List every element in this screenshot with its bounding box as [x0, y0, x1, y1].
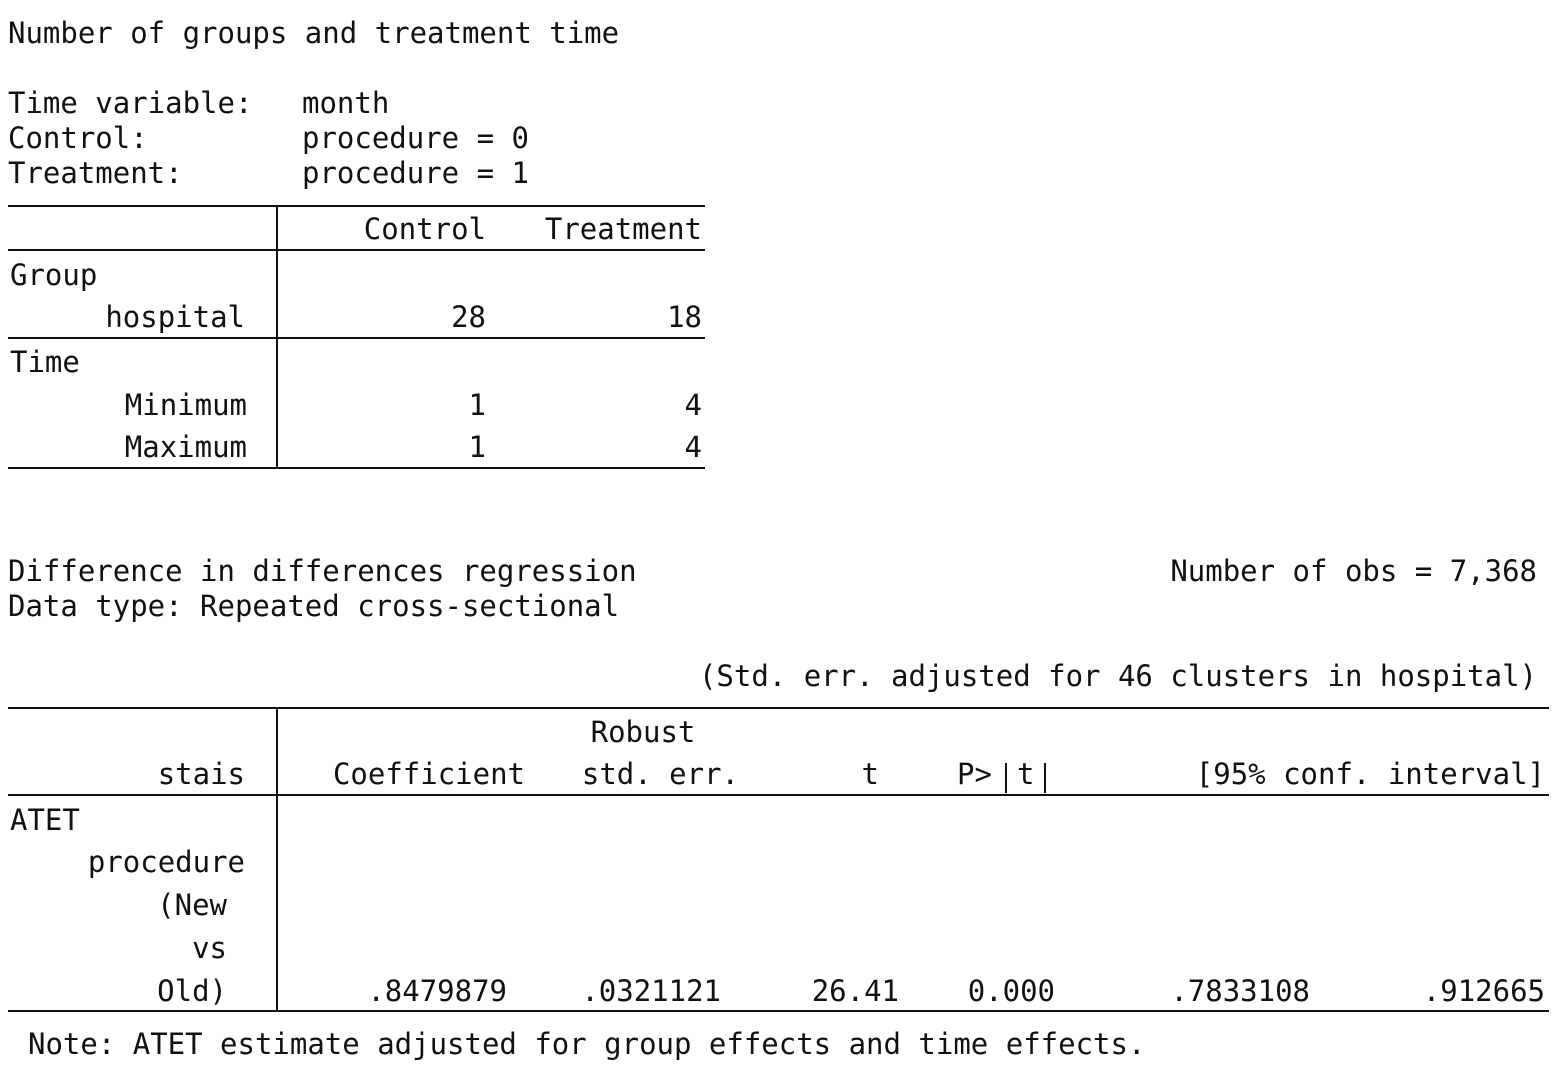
- row-label-maximum: Maximum: [124, 430, 247, 464]
- level-line-3: Old): [157, 974, 227, 1008]
- row-label-hospital: hospital: [105, 300, 245, 334]
- time-variable-value: month: [302, 86, 390, 120]
- cell-coefficient: .8479879: [367, 974, 507, 1008]
- header-p-bar-right: [1044, 763, 1046, 793]
- std-err-note: (Std. err. adjusted for 46 clusters in h…: [698, 659, 1537, 693]
- regression-title: Difference in differences regression: [8, 554, 637, 588]
- footnote: Note: ATET estimate adjusted for group e…: [28, 1027, 1146, 1061]
- cell-maximum-control: 1: [468, 430, 486, 464]
- header-p-prefix: P>: [957, 757, 992, 791]
- table-rule-mid: [8, 337, 705, 339]
- treatment-value: procedure = 1: [302, 156, 529, 190]
- section-group: Group: [10, 258, 98, 292]
- reg-rule-header: [8, 794, 1549, 796]
- table-rule-top: [8, 205, 705, 207]
- control-value: procedure = 0: [302, 121, 529, 155]
- section-time: Time: [10, 345, 80, 379]
- section-atet: ATET: [10, 803, 80, 837]
- time-variable-label: Time variable:: [8, 86, 253, 120]
- level-line-1: (New: [157, 888, 227, 922]
- level-line-2: vs: [192, 931, 227, 965]
- control-label: Control:: [8, 121, 148, 155]
- summary-title: Number of groups and treatment time: [8, 16, 620, 50]
- treatment-label: Treatment:: [8, 156, 183, 190]
- cell-p-value: 0.000: [967, 974, 1055, 1008]
- number-of-obs: Number of obs = 7,368: [1170, 554, 1537, 588]
- header-conf-interval: [95% conf. interval]: [1195, 757, 1545, 791]
- cell-hospital-control: 28: [451, 300, 486, 334]
- header-p-bar-left: [1005, 763, 1007, 793]
- cell-minimum-treatment: 4: [684, 388, 702, 422]
- col-header-control: Control: [363, 212, 486, 246]
- col-header-treatment: Treatment: [544, 212, 702, 246]
- variable-procedure: procedure: [87, 845, 245, 879]
- cell-t: 26.41: [811, 974, 899, 1008]
- cell-ci-high: .912665: [1422, 974, 1545, 1008]
- header-depvar: stais: [157, 757, 245, 791]
- cell-maximum-treatment: 4: [684, 430, 702, 464]
- table-rule-vertical: [276, 205, 278, 469]
- cell-std-err: .0321121: [581, 974, 721, 1008]
- table-rule-header: [8, 249, 705, 251]
- cell-hospital-treatment: 18: [667, 300, 702, 334]
- reg-rule-bottom: [8, 1010, 1549, 1012]
- regression-data-type: Data type: Repeated cross-sectional: [8, 589, 620, 623]
- header-t: t: [861, 757, 879, 791]
- header-std-err: std. err.: [581, 757, 739, 791]
- cell-minimum-control: 1: [468, 388, 486, 422]
- reg-rule-top: [8, 707, 1549, 709]
- table-rule-bottom: [8, 467, 705, 469]
- header-coefficient: Coefficient: [332, 757, 525, 791]
- header-robust: Robust: [590, 715, 696, 749]
- reg-rule-vertical: [276, 707, 278, 1012]
- header-p-t: t: [1017, 757, 1035, 791]
- row-label-minimum: Minimum: [124, 388, 247, 422]
- cell-ci-low: .7833108: [1170, 974, 1310, 1008]
